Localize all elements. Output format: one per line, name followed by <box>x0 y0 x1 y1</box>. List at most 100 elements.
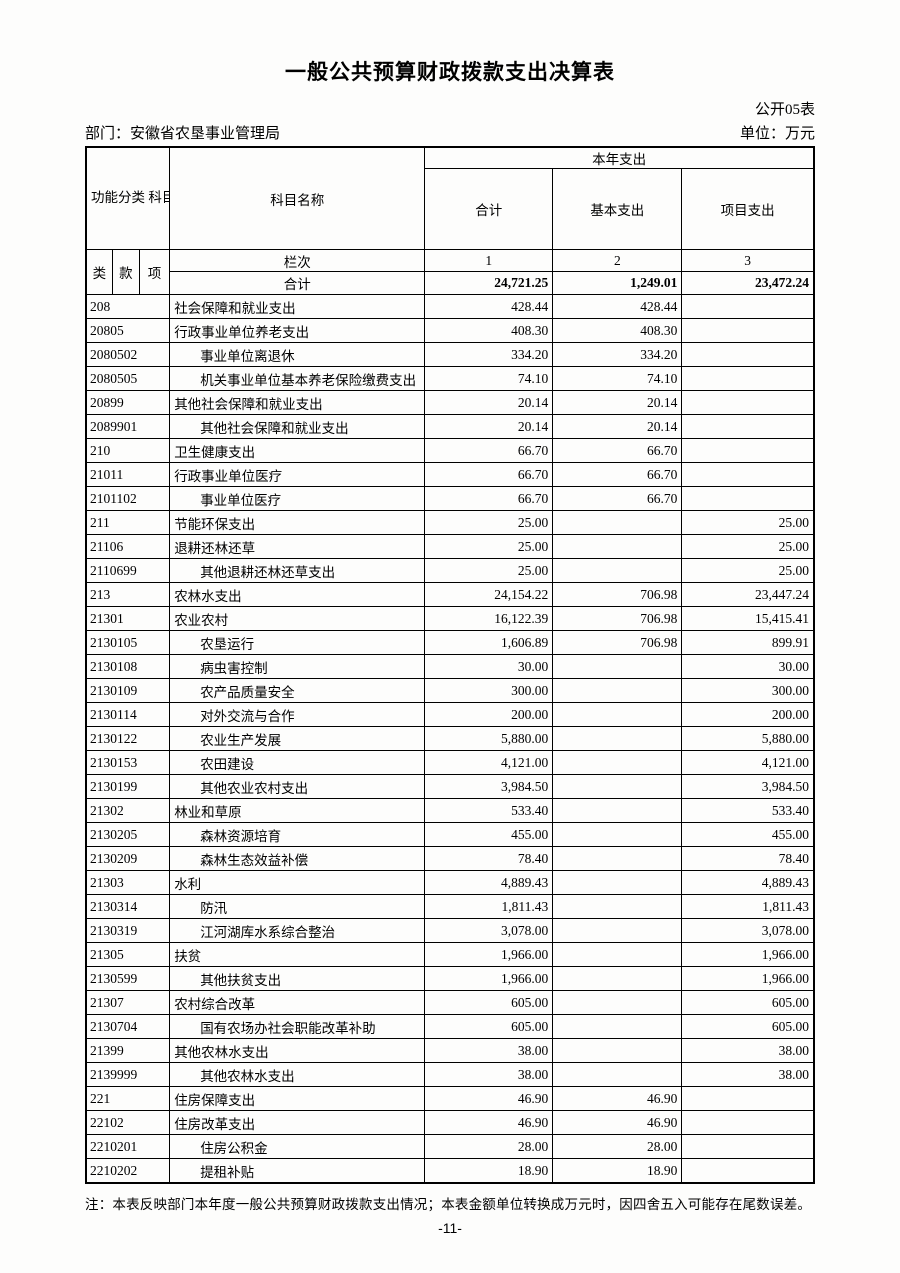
table-body: 208 社会保障和就业支出 428.44 428.44 20805 行政事业单位… <box>85 294 815 1184</box>
project-amount-cell: 38.00 <box>681 1038 815 1063</box>
header-row-group: 功能分类 科目编码 科目名称 本年支出 <box>85 146 815 250</box>
total-amount-cell: 200.00 <box>424 702 554 727</box>
grand-total-amount: 24,721.25 <box>424 271 554 295</box>
table-row: 2130319 江河湖库水系综合整治 3,078.00 3,078.00 <box>85 918 815 943</box>
basic-amount-cell: 20.14 <box>552 414 683 439</box>
column-index-2: 2 <box>552 249 683 272</box>
project-amount-cell <box>681 1086 815 1111</box>
project-amount-cell: 200.00 <box>681 702 815 727</box>
code-cell: 210 <box>85 438 171 463</box>
code-cell: 21302 <box>85 798 171 823</box>
grand-total-basic-amount: 1,249.01 <box>552 271 683 295</box>
total-amount-cell: 1,966.00 <box>424 966 554 991</box>
code-cell: 2130153 <box>85 750 171 775</box>
subject-cell: 机关事业单位基本养老保险缴费支出 <box>169 366 426 391</box>
project-amount-cell: 5,880.00 <box>681 726 815 751</box>
total-amount-cell: 28.00 <box>424 1134 554 1159</box>
project-amount-cell: 15,415.41 <box>681 606 815 631</box>
total-amount-cell: 46.90 <box>424 1086 554 1111</box>
project-amount-cell <box>681 1110 815 1135</box>
code-cell: 20805 <box>85 318 171 343</box>
project-amount-cell <box>681 366 815 391</box>
project-amount-cell: 25.00 <box>681 558 815 583</box>
code-cell: 2130114 <box>85 702 171 727</box>
project-expenditure-column-header: 项目支出 <box>681 168 815 250</box>
total-amount-cell: 20.14 <box>424 414 554 439</box>
subject-cell: 事业单位医疗 <box>169 486 426 511</box>
project-amount-cell: 4,121.00 <box>681 750 815 775</box>
basic-amount-cell <box>552 846 683 871</box>
code-cell: 21106 <box>85 534 171 559</box>
project-amount-cell <box>681 1158 815 1184</box>
subject-cell: 其他社会保障和就业支出 <box>169 414 426 439</box>
total-amount-cell: 3,078.00 <box>424 918 554 943</box>
basic-amount-cell <box>552 1014 683 1039</box>
table-row: 21307 农村综合改革 605.00 605.00 <box>85 990 815 1015</box>
table-row: 213 农林水支出 24,154.22 706.98 23,447.24 <box>85 582 815 607</box>
section-code-header: 款 <box>111 249 140 295</box>
basic-amount-cell <box>552 702 683 727</box>
project-amount-cell <box>681 486 815 511</box>
basic-amount-cell <box>552 1038 683 1063</box>
total-amount-cell: 25.00 <box>424 510 554 535</box>
project-amount-cell <box>681 438 815 463</box>
total-amount-cell: 1,606.89 <box>424 630 554 655</box>
table-row: 22102 住房改革支出 46.90 46.90 <box>85 1110 815 1135</box>
basic-amount-cell <box>552 1062 683 1087</box>
total-amount-cell: 78.40 <box>424 846 554 871</box>
project-amount-cell: 300.00 <box>681 678 815 703</box>
basic-amount-cell: 20.14 <box>552 390 683 415</box>
table-row: 21011 行政事业单位医疗 66.70 66.70 <box>85 462 815 487</box>
project-amount-cell: 4,889.43 <box>681 870 815 895</box>
code-cell: 21307 <box>85 990 171 1015</box>
subject-cell: 其他农业农村支出 <box>169 774 426 799</box>
total-amount-cell: 605.00 <box>424 990 554 1015</box>
meta-row: 部门：安徽省农垦事业管理局 单位：万元 <box>85 122 815 143</box>
subject-cell: 江河湖库水系综合整治 <box>169 918 426 943</box>
basic-amount-cell <box>552 798 683 823</box>
table-row: 2210201 住房公积金 28.00 28.00 <box>85 1134 815 1159</box>
code-cell: 21305 <box>85 942 171 967</box>
subject-cell: 扶贫 <box>169 942 426 967</box>
subject-cell: 其他退耕还林还草支出 <box>169 558 426 583</box>
table-row: 208 社会保障和就业支出 428.44 428.44 <box>85 294 815 319</box>
total-amount-cell: 408.30 <box>424 318 554 343</box>
basic-amount-cell <box>552 822 683 847</box>
subject-cell: 农产品质量安全 <box>169 678 426 703</box>
subject-cell: 行政事业单位医疗 <box>169 462 426 487</box>
subject-cell: 农业生产发展 <box>169 726 426 751</box>
subject-cell: 社会保障和就业支出 <box>169 294 426 319</box>
project-amount-cell <box>681 414 815 439</box>
subject-cell: 提租补贴 <box>169 1158 426 1184</box>
basic-amount-cell: 18.90 <box>552 1158 683 1184</box>
project-amount-cell: 1,966.00 <box>681 966 815 991</box>
basic-amount-cell: 428.44 <box>552 294 683 319</box>
code-cell: 211 <box>85 510 171 535</box>
basic-amount-cell <box>552 870 683 895</box>
total-amount-cell: 300.00 <box>424 678 554 703</box>
total-amount-cell: 66.70 <box>424 462 554 487</box>
subject-cell: 退耕还林还草 <box>169 534 426 559</box>
table-row: 2130122 农业生产发展 5,880.00 5,880.00 <box>85 726 815 751</box>
project-amount-cell: 78.40 <box>681 846 815 871</box>
basic-amount-cell <box>552 942 683 967</box>
subject-cell: 对外交流与合作 <box>169 702 426 727</box>
table-row: 2130209 森林生态效益补偿 78.40 78.40 <box>85 846 815 871</box>
table-row: 2130314 防汛 1,811.43 1,811.43 <box>85 894 815 919</box>
total-amount-cell: 455.00 <box>424 822 554 847</box>
total-amount-cell: 74.10 <box>424 366 554 391</box>
basic-amount-cell <box>552 654 683 679</box>
total-amount-cell: 1,966.00 <box>424 942 554 967</box>
total-amount-cell: 428.44 <box>424 294 554 319</box>
table-row: 2139999 其他农林水支出 38.00 38.00 <box>85 1062 815 1087</box>
code-cell: 2139999 <box>85 1062 171 1087</box>
project-amount-cell: 533.40 <box>681 798 815 823</box>
subject-cell: 其他农林水支出 <box>169 1038 426 1063</box>
table-row: 20899 其他社会保障和就业支出 20.14 20.14 <box>85 390 815 415</box>
project-amount-cell: 605.00 <box>681 1014 815 1039</box>
code-cell: 2130108 <box>85 654 171 679</box>
subject-cell: 国有农场办社会职能改革补助 <box>169 1014 426 1039</box>
code-cell: 21301 <box>85 606 171 631</box>
column-index-3: 3 <box>681 249 815 272</box>
subject-cell: 防汛 <box>169 894 426 919</box>
